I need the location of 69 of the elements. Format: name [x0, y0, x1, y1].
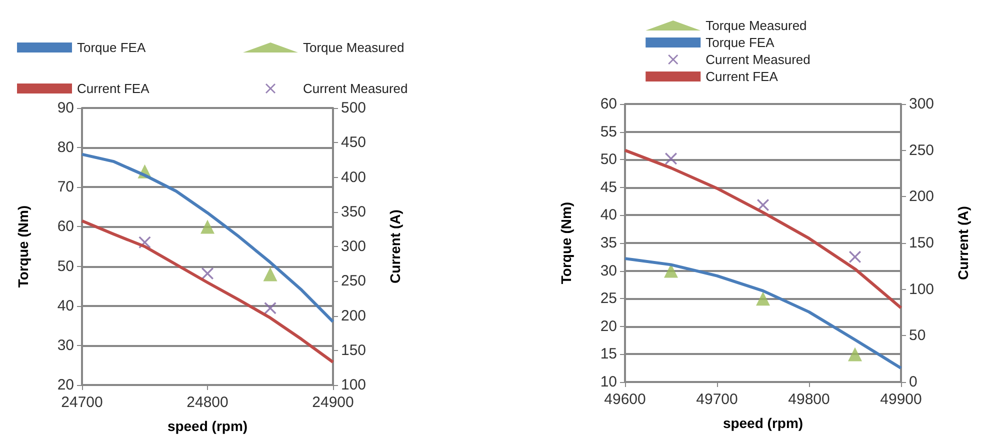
y-tick-label: 45	[600, 178, 617, 196]
point	[849, 250, 861, 263]
legend-label: Current FEA	[706, 69, 778, 84]
y2-tick-label: 300	[341, 238, 366, 255]
y-tick-label: 60	[57, 218, 74, 236]
y-tick-label: 70	[57, 178, 74, 196]
x-tick-label: 49800	[788, 391, 830, 408]
y2-axis-title: Current (A)	[955, 206, 971, 280]
line-series	[80, 152, 334, 324]
y2-tick-label: 200	[341, 307, 366, 324]
y2-tick-label: 350	[341, 203, 366, 220]
y-tick-label: 55	[600, 123, 617, 140]
line-series	[624, 257, 902, 370]
point	[200, 220, 214, 234]
legend-label: Current Measured	[303, 81, 408, 96]
y-tick-label: 20	[57, 376, 74, 394]
point	[263, 267, 278, 282]
y-tick-label: 80	[57, 139, 74, 156]
x-axis-title: speed (rpm)	[167, 418, 248, 434]
y2-tick-label: 250	[909, 142, 934, 159]
y-axis-title: Torque (Nm)	[558, 202, 574, 284]
y-tick-label: 20	[600, 318, 617, 335]
point	[757, 199, 769, 212]
legend-label: Current Measured	[706, 52, 810, 67]
y2-tick-label: 250	[341, 272, 366, 290]
y2-tick-label: 300	[909, 96, 934, 112]
y2-tick-label: 200	[909, 188, 934, 206]
y2-tick-label: 500	[341, 100, 366, 116]
y-tick-label: 90	[57, 100, 74, 116]
y-tick-label: 35	[600, 234, 617, 252]
x-tick-label: 49600	[604, 391, 646, 408]
y2-tick-label: 150	[909, 234, 934, 252]
legend-label: Torque Measured	[303, 40, 404, 55]
y2-tick-label: 0	[909, 374, 918, 390]
point	[848, 347, 862, 362]
legend-label: Current FEA	[77, 81, 150, 96]
legend-label: Torque FEA	[77, 40, 146, 55]
x-tick-label: 24900	[312, 394, 354, 411]
y-tick-label: 15	[600, 346, 617, 363]
y-tick-label: 60	[600, 96, 617, 112]
legend-label: Torque FEA	[706, 35, 775, 50]
y-tick-label: 25	[600, 290, 617, 308]
y2-tick-label: 100	[909, 280, 934, 298]
y2-tick-label: 100	[341, 376, 366, 394]
point	[756, 292, 770, 306]
y-tick-label: 40	[57, 297, 74, 314]
y2-tick-label: 50	[909, 327, 926, 344]
y-axis-title: Torque (Nm)	[15, 205, 31, 288]
y-tick-label: 30	[57, 336, 74, 354]
point	[202, 268, 214, 280]
y2-tick-label: 400	[341, 168, 366, 186]
x-tick-label: 49700	[696, 391, 738, 408]
y2-tick-label: 450	[341, 134, 366, 152]
y-tick-label: 30	[600, 262, 617, 280]
x-tick-label: 24700	[61, 394, 103, 411]
y-tick-label: 50	[600, 151, 617, 168]
x-tick-label: 24800	[186, 394, 228, 411]
x-tick-label: 49900	[880, 391, 922, 408]
point	[665, 152, 677, 165]
point	[264, 302, 276, 314]
y2-tick-label: 150	[341, 342, 366, 359]
y-tick-label: 10	[600, 374, 617, 390]
x-axis-title: speed (rpm)	[722, 415, 804, 431]
line-series	[80, 219, 334, 364]
line-series	[624, 148, 902, 310]
y-tick-label: 40	[600, 206, 617, 224]
y2-axis-title: Current (A)	[387, 210, 403, 284]
y-tick-label: 50	[57, 258, 74, 275]
legend-label: Torque Measured	[706, 18, 807, 33]
